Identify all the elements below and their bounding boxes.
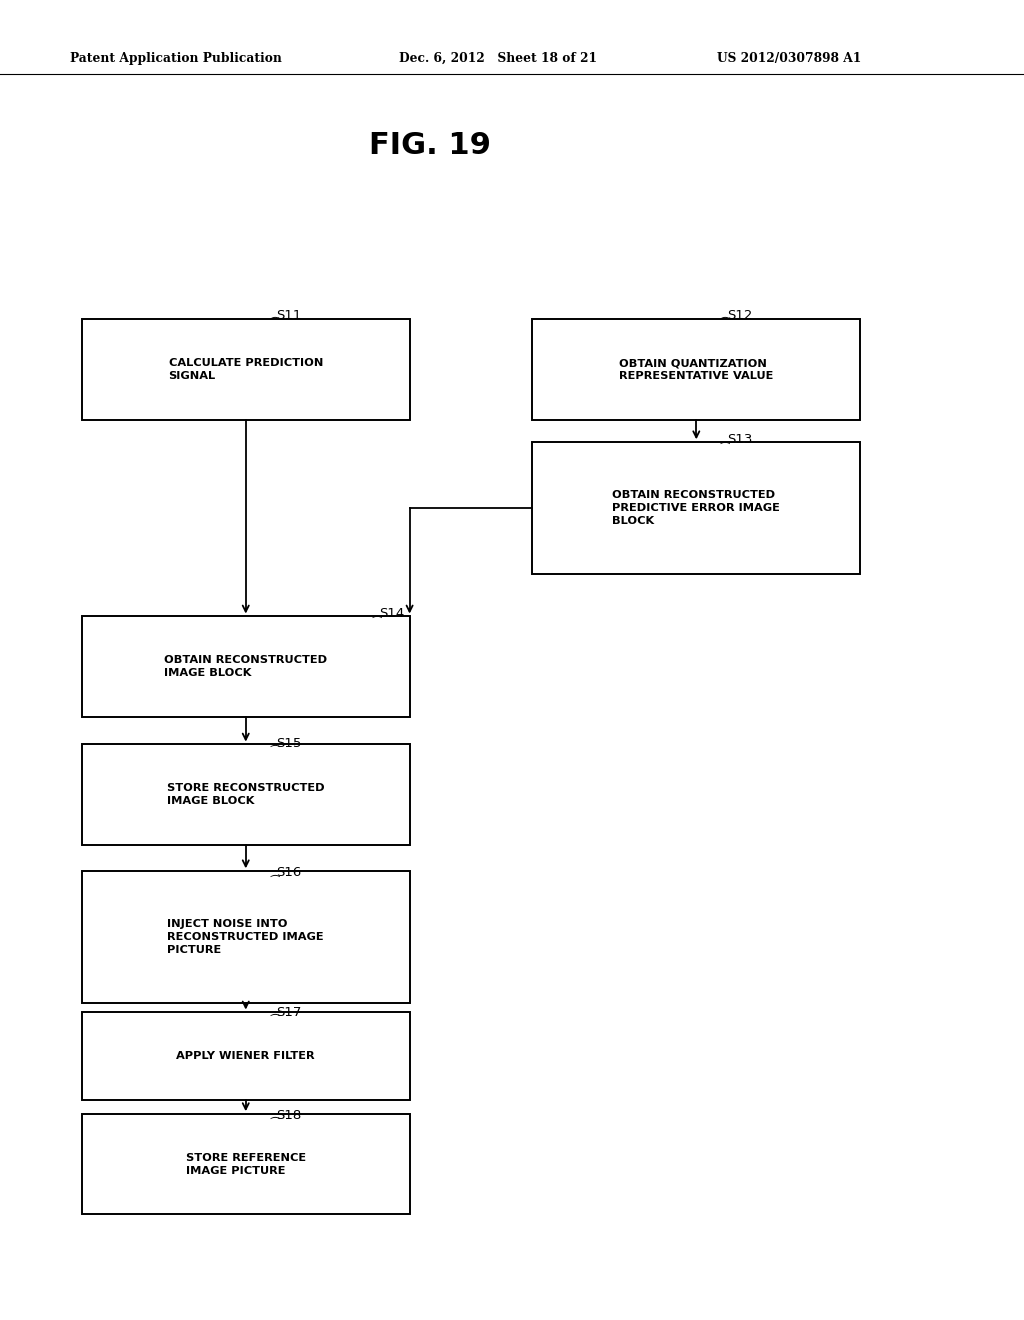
Text: (: ( <box>268 1115 279 1119</box>
Bar <box>82 871 410 1003</box>
Text: Patent Application Publication: Patent Application Publication <box>70 51 282 65</box>
Text: (: ( <box>268 1012 279 1016</box>
Text: (: ( <box>268 743 279 747</box>
Text: S12: S12 <box>727 309 753 322</box>
Text: (: ( <box>719 440 729 444</box>
Text: (: ( <box>719 315 729 319</box>
Text: FIG. 19: FIG. 19 <box>369 131 492 160</box>
Text: US 2012/0307898 A1: US 2012/0307898 A1 <box>717 51 861 65</box>
Text: (: ( <box>371 614 381 618</box>
Text: STORE RECONSTRUCTED
IMAGE BLOCK: STORE RECONSTRUCTED IMAGE BLOCK <box>167 783 325 807</box>
Bar <box>82 1114 410 1214</box>
Text: OBTAIN RECONSTRUCTED
IMAGE BLOCK: OBTAIN RECONSTRUCTED IMAGE BLOCK <box>164 655 328 678</box>
Text: S15: S15 <box>276 737 302 750</box>
Text: (: ( <box>268 315 279 319</box>
Bar <box>532 442 860 574</box>
Text: CALCULATE PREDICTION
SIGNAL: CALCULATE PREDICTION SIGNAL <box>169 358 323 381</box>
Text: Dec. 6, 2012   Sheet 18 of 21: Dec. 6, 2012 Sheet 18 of 21 <box>399 51 597 65</box>
Text: (: ( <box>268 873 279 876</box>
Text: APPLY WIENER FILTER: APPLY WIENER FILTER <box>176 1051 315 1061</box>
Bar <box>82 1012 410 1100</box>
Text: OBTAIN QUANTIZATION
REPRESENTATIVE VALUE: OBTAIN QUANTIZATION REPRESENTATIVE VALUE <box>620 358 773 381</box>
Bar <box>532 319 860 420</box>
Text: S18: S18 <box>276 1109 302 1122</box>
Text: INJECT NOISE INTO
RECONSTRUCTED IMAGE
PICTURE: INJECT NOISE INTO RECONSTRUCTED IMAGE PI… <box>168 920 324 954</box>
Text: S16: S16 <box>276 866 302 879</box>
Text: STORE REFERENCE
IMAGE PICTURE: STORE REFERENCE IMAGE PICTURE <box>185 1152 306 1176</box>
Text: S17: S17 <box>276 1006 302 1019</box>
Text: S13: S13 <box>727 433 753 446</box>
Bar <box>82 616 410 717</box>
Text: S11: S11 <box>276 309 302 322</box>
Text: OBTAIN RECONSTRUCTED
PREDICTIVE ERROR IMAGE
BLOCK: OBTAIN RECONSTRUCTED PREDICTIVE ERROR IM… <box>612 491 780 525</box>
Bar <box>82 319 410 420</box>
Bar <box>82 744 410 845</box>
Text: S14: S14 <box>379 607 404 620</box>
